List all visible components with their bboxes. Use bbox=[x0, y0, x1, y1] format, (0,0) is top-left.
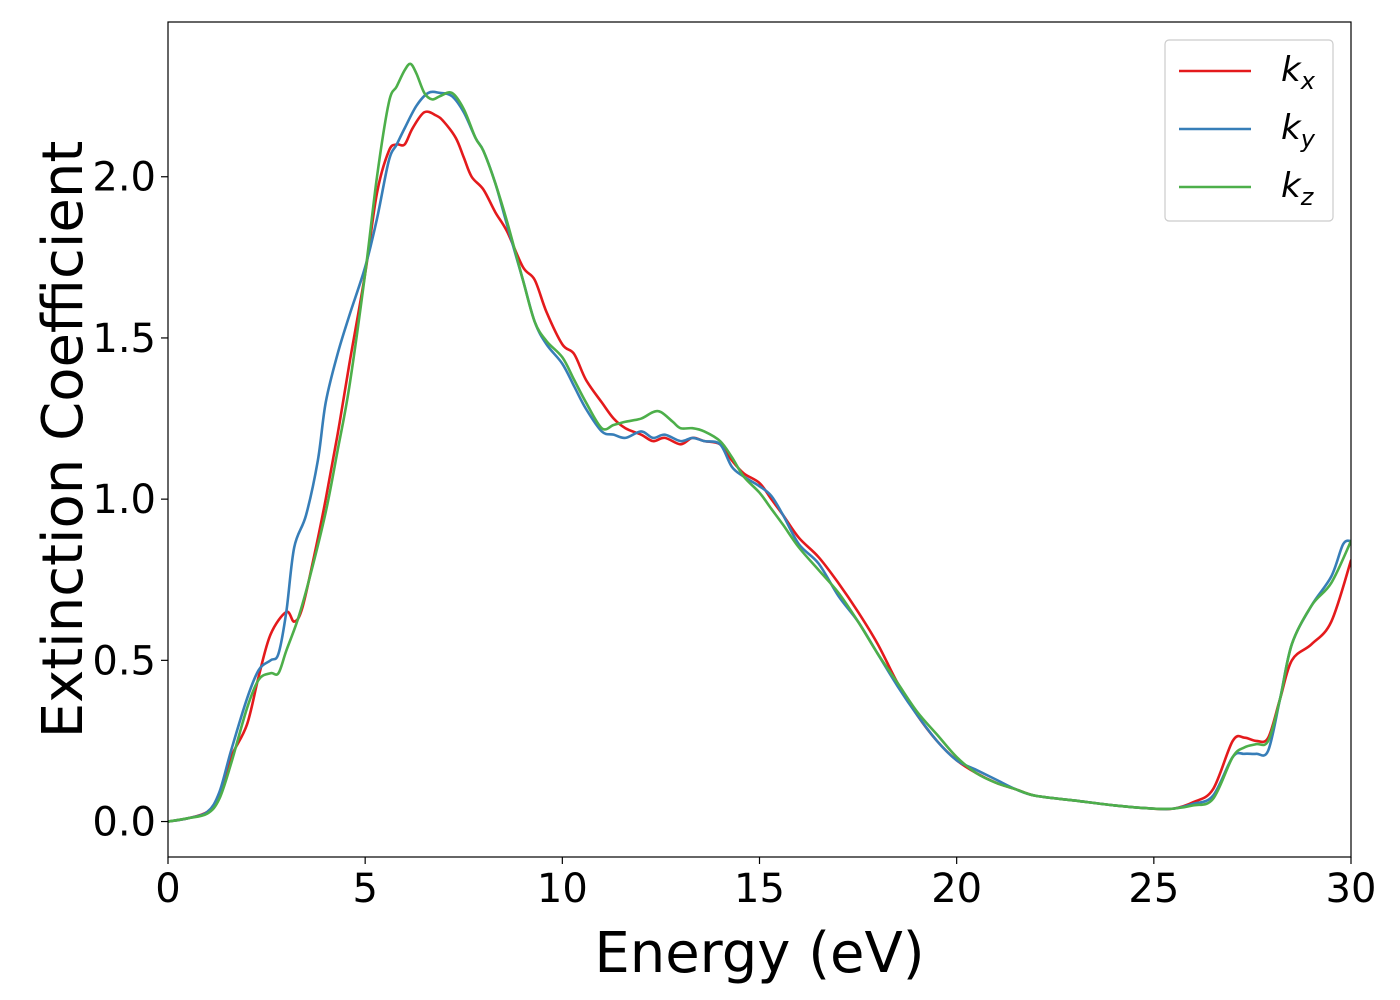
legend-label-y: ky bbox=[1281, 108, 1316, 153]
x-tick-label: 20 bbox=[931, 866, 982, 912]
legend-box bbox=[1164, 39, 1334, 222]
y-tick-label: 2.0 bbox=[92, 155, 156, 201]
series-layer bbox=[168, 62, 1351, 823]
x-tick-label: 10 bbox=[537, 866, 588, 912]
x-tick-label: 25 bbox=[1128, 866, 1179, 912]
x-tick-label: 0 bbox=[155, 866, 180, 912]
y-tick-label: 1.5 bbox=[92, 316, 156, 362]
legend-label-z: kz bbox=[1281, 166, 1315, 211]
y-tick-label: 0.5 bbox=[92, 638, 156, 684]
y-tick-label: 0.0 bbox=[92, 800, 156, 846]
x-axis-ticks: 0 5 10 15 20 25 30 bbox=[155, 857, 1376, 912]
series-line-z bbox=[168, 62, 1351, 823]
legend: kx ky kz bbox=[1164, 39, 1334, 222]
y-axis-ticks: 0.0 0.5 1.0 1.5 2.0 bbox=[92, 155, 168, 846]
y-tick-label: 1.0 bbox=[92, 477, 156, 523]
x-tick-label: 15 bbox=[734, 866, 785, 912]
y-axis-label: Extinction Coefficient bbox=[31, 141, 96, 739]
x-tick-label: 5 bbox=[352, 866, 377, 912]
legend-label-x: kx bbox=[1281, 50, 1316, 95]
x-tick-label: 30 bbox=[1326, 866, 1377, 912]
x-axis-label: Energy (eV) bbox=[594, 921, 924, 986]
